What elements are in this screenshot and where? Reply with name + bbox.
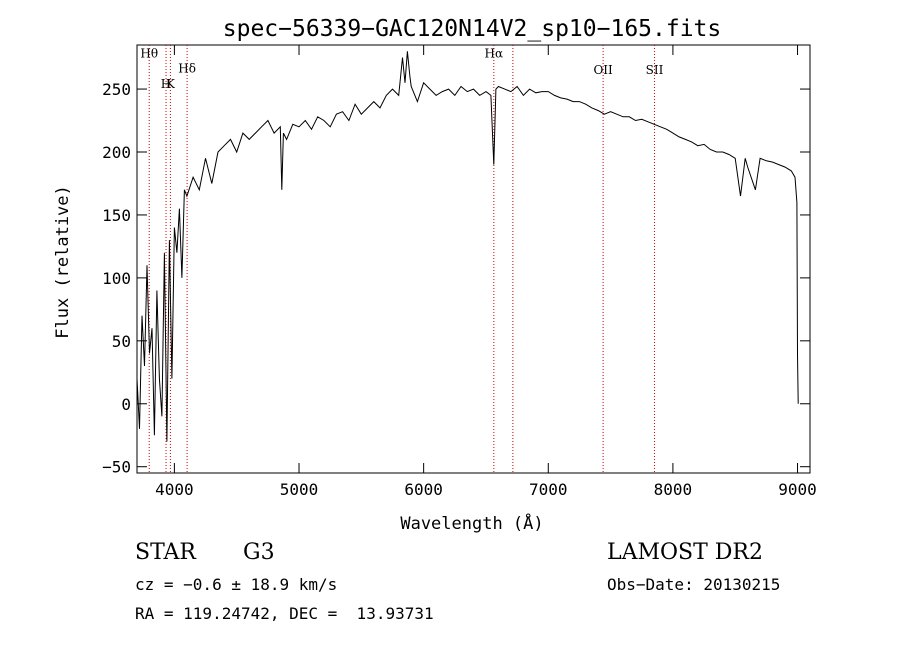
chart-title: spec−56339−GAC120N14V2_sp10−165.fits: [223, 16, 722, 42]
x-axis-label: Wavelength (Å): [400, 512, 543, 534]
x-tick-label: 7000: [529, 480, 568, 499]
line-marker-label: SII: [646, 63, 664, 77]
x-tick-label: 6000: [404, 480, 443, 499]
y-tick-label: 250: [102, 80, 131, 99]
redshift-cz: cz = −0.6 ± 18.9 km/s: [135, 575, 338, 594]
survey-name: LAMOST DR2: [607, 540, 763, 565]
line-marker-label: Hθ: [140, 47, 158, 61]
x-tick-label: 5000: [280, 480, 319, 499]
y-tick-label: 150: [102, 206, 131, 225]
line-marker-label: OII: [593, 63, 613, 77]
y-axis-label: Flux (relative): [53, 185, 73, 339]
y-tick-label: 200: [102, 143, 131, 162]
y-tick-label: 50: [112, 332, 131, 351]
observation-date: Obs−Date: 20130215: [607, 575, 781, 594]
ra-dec-coordinates: RA = 119.24742, DEC = 13.93731: [135, 604, 434, 623]
line-marker-label: H: [161, 77, 171, 91]
spectrum-series-line: [136, 51, 799, 442]
y-tick-label: 100: [102, 269, 131, 288]
x-tick-label: 8000: [654, 480, 693, 499]
x-tick-label: 4000: [155, 480, 194, 499]
y-tick-label: 0: [121, 395, 131, 414]
plot-frame: [136, 44, 811, 474]
object-subclass: G3: [243, 540, 275, 565]
axis-ticks: 4000 5000 6000 7000 8000 9000 −50 0 50 100 150 200 2…: [102, 45, 817, 499]
object-class: STAR: [135, 540, 196, 565]
x-tick-label: 9000: [778, 480, 817, 499]
spectrum-chart: spec−56339−GAC120N14V2_sp10−165.fits HθH…: [53, 16, 817, 534]
line-marker-label: Hδ: [178, 62, 196, 76]
line-marker-label: Hα: [485, 47, 504, 61]
line-marker-label: K: [166, 77, 176, 91]
y-tick-label: −50: [102, 458, 131, 477]
